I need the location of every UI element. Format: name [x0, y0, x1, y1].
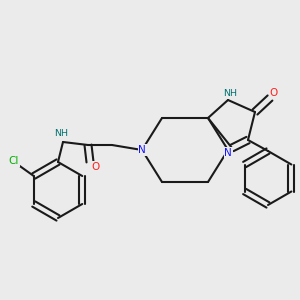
Text: NH: NH	[54, 130, 68, 139]
Text: O: O	[91, 162, 99, 172]
Text: Cl: Cl	[9, 156, 19, 166]
Text: O: O	[270, 88, 278, 98]
Text: N: N	[224, 148, 232, 158]
Text: N: N	[138, 145, 146, 155]
Text: NH: NH	[223, 89, 237, 98]
